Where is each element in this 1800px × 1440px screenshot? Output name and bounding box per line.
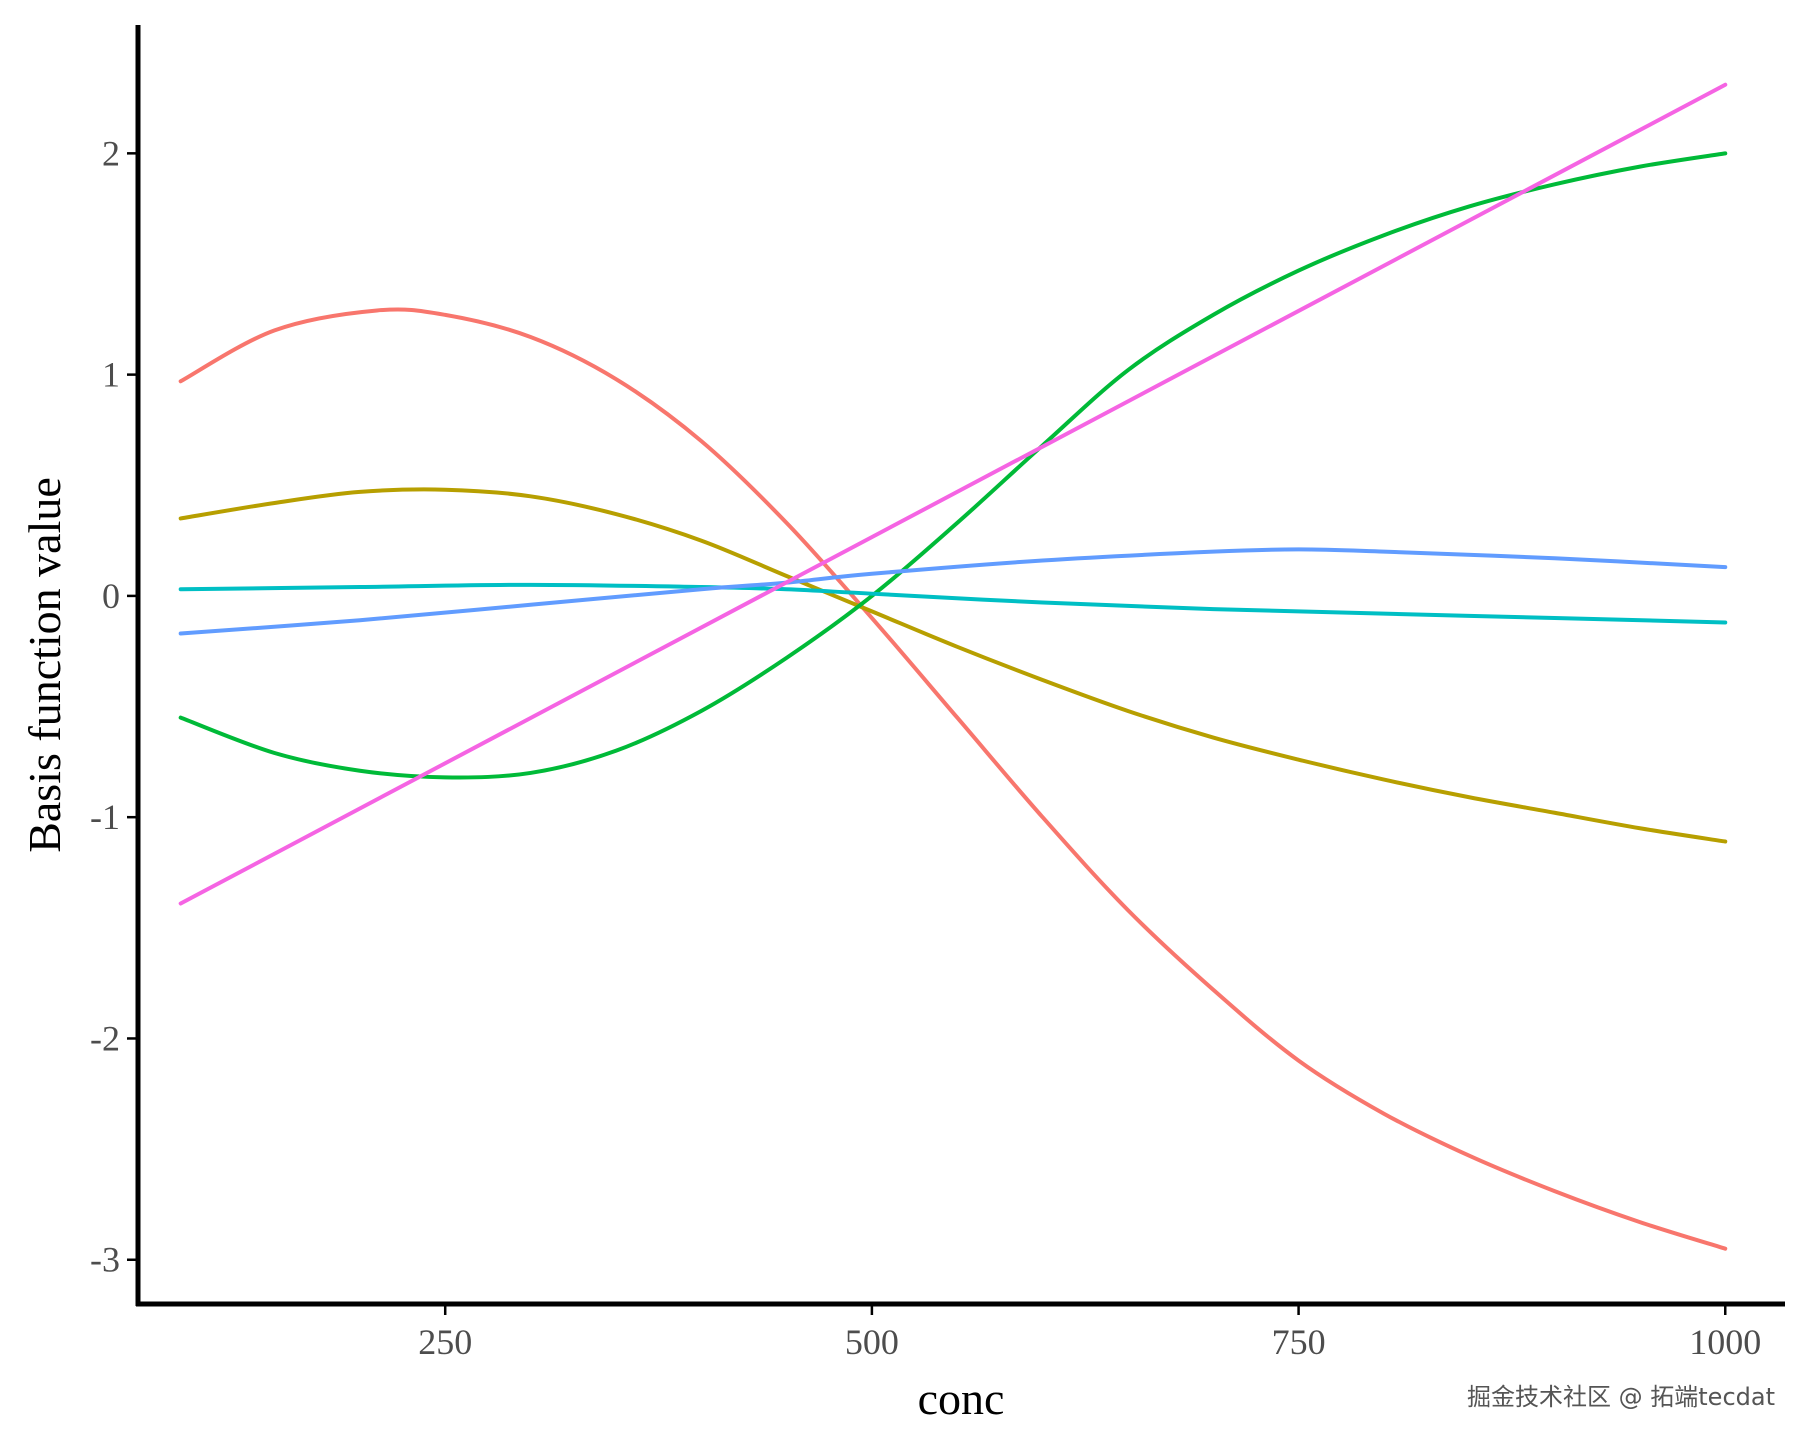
y-tick-label: -3 <box>90 1240 120 1280</box>
series-line-3 <box>178 151 1728 780</box>
watermark: 掘金技术社区 @ 拓端tecdat <box>1467 1383 1775 1411</box>
y-axis-title: Basis function value <box>19 477 70 853</box>
y-tick-label: -2 <box>90 1018 120 1058</box>
series-line-1 <box>178 307 1728 1251</box>
y-tick-label: 2 <box>102 133 120 173</box>
y-tick-label: 1 <box>102 355 120 395</box>
series-line-2 <box>178 487 1728 844</box>
x-tick-label: 250 <box>418 1322 472 1362</box>
series-layer <box>178 82 1728 1251</box>
series-line-4 <box>178 582 1728 625</box>
x-tick-label: 750 <box>1272 1322 1326 1362</box>
x-tick-label: 500 <box>845 1322 899 1362</box>
series-line-6 <box>178 82 1728 906</box>
x-axis-title: conc <box>918 1373 1005 1424</box>
y-axis-ticks: -3 -2 -1 0 1 2 <box>90 133 138 1280</box>
x-axis-ticks: 250 500 750 1000 <box>418 1304 1761 1362</box>
x-tick-label: 1000 <box>1689 1322 1761 1362</box>
y-tick-label: -1 <box>90 797 120 837</box>
y-tick-label: 0 <box>102 576 120 616</box>
series-line-5 <box>178 547 1728 636</box>
